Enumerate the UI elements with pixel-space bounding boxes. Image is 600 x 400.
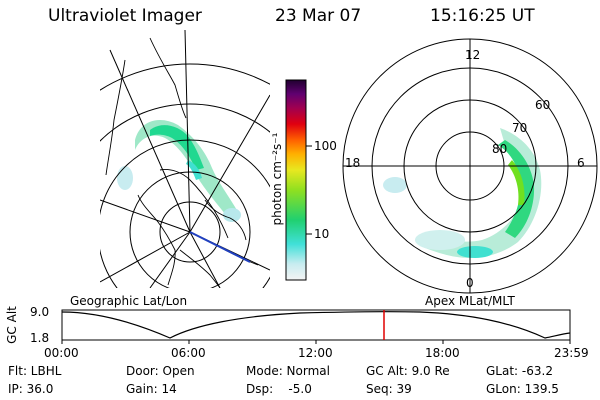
altitude-xtick-1: 06:00: [171, 346, 206, 360]
mlat-label-80: 80: [492, 142, 508, 156]
altitude-xtick-3: 18:00: [425, 346, 460, 360]
geo-aurora-emission: [117, 120, 241, 222]
altitude-xtick-0: 00:00: [44, 346, 79, 360]
altitude-x-ticks: [61, 340, 571, 344]
altitude-curve: [61, 310, 571, 339]
altitude-xtick-2: 12:00: [298, 346, 333, 360]
info-glat: GLat: -63.2: [486, 364, 553, 378]
altitude-ytick-bottom: 1.8: [30, 331, 50, 345]
info-ip: IP: 36.0: [8, 382, 54, 396]
mlt-label-0: 0: [466, 276, 474, 290]
coastlines: [105, 37, 259, 288]
apex-panel-label: Apex MLat/MLT: [425, 294, 515, 308]
apex-polar-plot: [342, 38, 598, 294]
altitude-ylabel: GC Alt: [5, 306, 19, 344]
info-dsp: Dsp: -5.0: [246, 382, 312, 396]
meridians: [100, 30, 270, 288]
mlt-label-18: 18: [345, 156, 361, 170]
info-door: Door: Open: [126, 364, 195, 378]
info-gain: Gain: 14: [126, 382, 177, 396]
info-seq: Seq: 39: [366, 382, 412, 396]
info-filter: Flt: LBHL: [8, 364, 62, 378]
time-label: 15:16:25 UT: [430, 6, 535, 26]
mlat-label-60: 60: [535, 98, 551, 112]
latitude-circles: [100, 63, 270, 288]
instrument-title: Ultraviolet Imager: [48, 6, 202, 26]
altitude-xtick-4: 23:59: [554, 346, 589, 360]
altitude-plot: [61, 309, 571, 344]
info-gc-alt: GC Alt: 9.0 Re: [366, 364, 450, 378]
mlat-label-70: 70: [512, 121, 528, 135]
satellite-track: [189, 231, 251, 263]
mlt-label-6: 6: [577, 156, 585, 170]
colorbar-label-100: 100: [314, 139, 337, 153]
info-mode: Mode: Normal: [246, 364, 330, 378]
mlt-label-12: 12: [465, 48, 481, 62]
apex-aurora-emission: [383, 128, 542, 258]
colorbar: [285, 79, 307, 281]
altitude-ytick-top: 9.0: [30, 305, 50, 319]
colorbar-unit-label: photon cm⁻²s⁻¹: [270, 132, 284, 226]
geographic-map: [100, 30, 270, 288]
info-glon: GLon: 139.5: [486, 382, 559, 396]
colorbar-label-10: 10: [314, 227, 330, 241]
altitude-plot-frame: [61, 309, 571, 341]
date-label: 23 Mar 07: [275, 6, 362, 26]
geo-panel-label: Geographic Lat/Lon: [70, 294, 188, 308]
